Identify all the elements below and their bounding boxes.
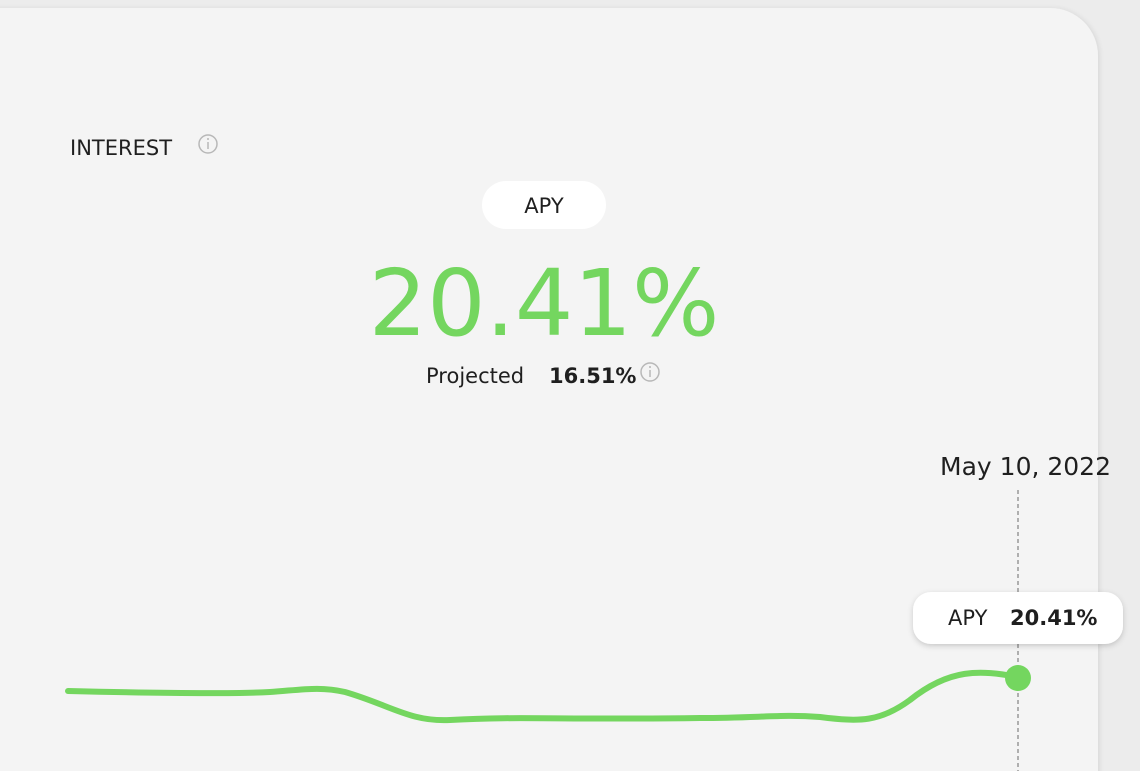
hover-dot [1005, 665, 1031, 691]
tooltip-text: APY 20.41% [948, 606, 1097, 630]
projected-value: 16.51% [549, 364, 636, 388]
tooltip: APY 20.41% [913, 592, 1123, 644]
info-icon[interactable] [640, 362, 660, 382]
apy-line [65, 669, 1021, 724]
info-icon[interactable] [198, 134, 218, 154]
apy-value: 20.41% [369, 250, 720, 357]
apy-tab-label[interactable]: APY [524, 194, 564, 218]
projected-label: Projected [426, 364, 524, 388]
tooltip-value: 20.41% [1010, 606, 1097, 630]
tooltip-label: APY [948, 606, 988, 630]
card-title: INTEREST [70, 136, 172, 160]
card-background [0, 8, 1098, 771]
projected-line: Projected 16.51% [426, 364, 636, 388]
apy-tab[interactable]: APY [482, 181, 606, 229]
hover-date: May 10, 2022 [940, 452, 1111, 481]
